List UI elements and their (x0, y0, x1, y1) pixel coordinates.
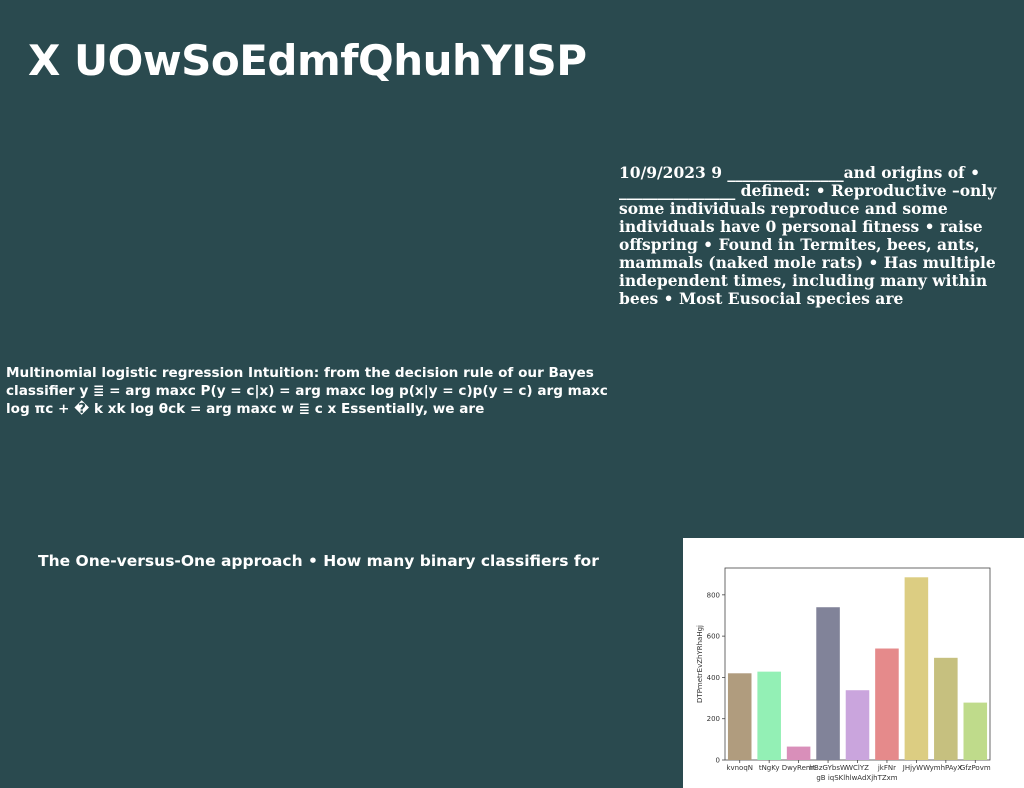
y-axis-label: DTPmetrEvZhYRhaHgj (696, 625, 704, 703)
bar-chart: DTPmetrEvZhYRhaHgj gB iqSKlhlwAdXjhTZxm … (696, 567, 991, 782)
x-tick-label: GfzPovm (960, 764, 991, 772)
eusocial-text-block: 10/9/2023 9 _______________and origins o… (619, 163, 997, 308)
bar-lrBzGYbsW (816, 607, 840, 760)
y-tick-label: 0 (716, 757, 720, 765)
x-tick-label: jkFNr (877, 764, 896, 772)
one-vs-one-text-block: The One-versus-One approach • How many b… (38, 552, 599, 570)
bar-chart-panel: DTPmetrEvZhYRhaHgj gB iqSKlhlwAdXjhTZxm … (683, 538, 1024, 788)
x-axis-label: gB iqSKlhlwAdXjhTZxm (816, 774, 897, 782)
bar-GfzPovm (963, 702, 988, 760)
bar-kvnoqN (727, 673, 752, 760)
bar-jkFNr (875, 648, 899, 760)
x-tick-label: lrBzGYbsW (809, 764, 847, 772)
y-tick-label: 600 (707, 633, 720, 641)
x-tick-label: kvnoqN (726, 764, 753, 772)
x-tick-label: DwyRemt (782, 764, 816, 772)
bar-tNgKy (757, 671, 781, 760)
x-tick-label: WClYZ (846, 764, 869, 772)
bar-ymhPAyX (934, 657, 958, 760)
multinomial-text-block: Multinomial logistic regression Intuitio… (6, 365, 608, 417)
bar-WClYZ (845, 690, 870, 760)
bar-JHjyWW (904, 577, 929, 760)
bar-DwyRemt (786, 746, 811, 760)
x-tick-label: tNgKy (759, 764, 780, 772)
x-tick-label: JHjyWW (902, 764, 930, 772)
slide-title: X UOwSoEdmfQhuhYISP (28, 36, 587, 85)
x-tick-label: ymhPAyX (930, 764, 963, 772)
y-tick-label: 200 (707, 715, 720, 723)
y-tick-label: 400 (707, 674, 720, 682)
y-tick-label: 800 (707, 591, 720, 599)
